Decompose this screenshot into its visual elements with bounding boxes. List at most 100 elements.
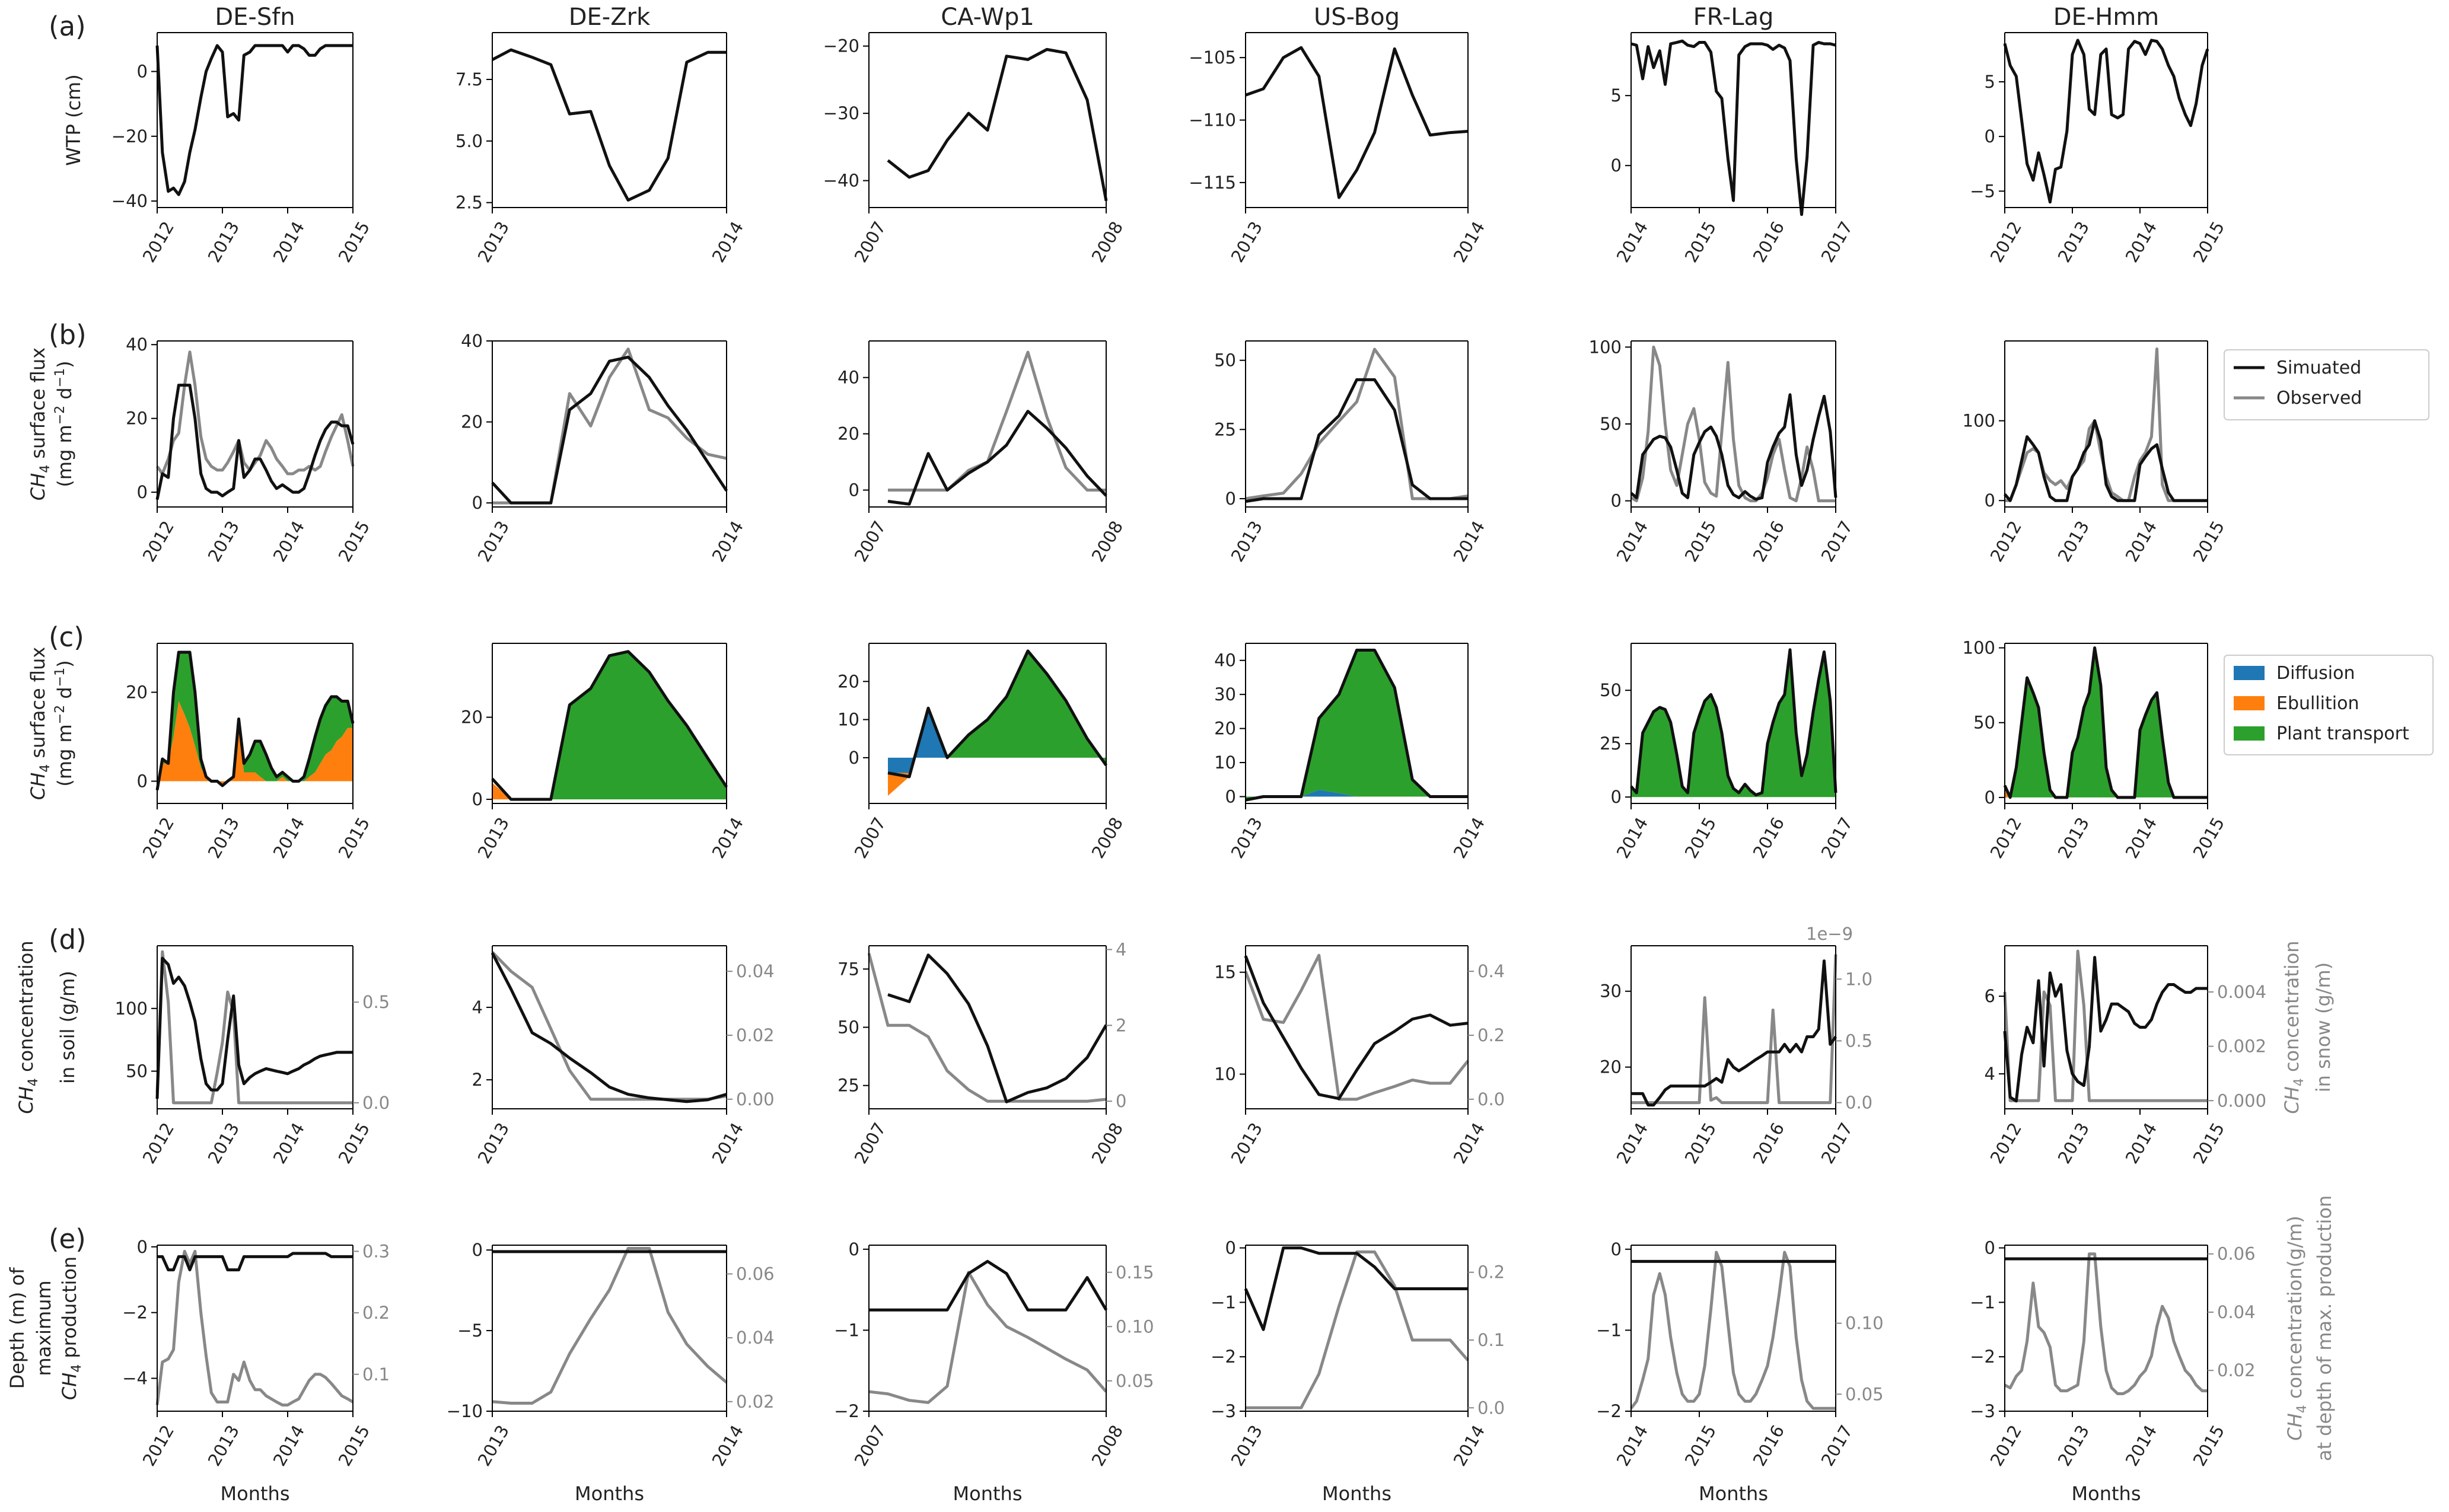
- y-tick-label: 20: [1214, 719, 1236, 739]
- total-flux-line: [887, 649, 1108, 779]
- right-y-tick-label: 0.5: [362, 992, 390, 1012]
- simulated-series-line: [1245, 46, 1469, 199]
- x-tick-label: 2016: [1749, 1422, 1788, 1470]
- observed-series-line: [155, 950, 353, 1105]
- y-tick-label: −110: [1189, 110, 1236, 130]
- panel-a-CA-Wp1: [863, 32, 1108, 213]
- x-tick-label: 2013: [1227, 1119, 1266, 1168]
- x-tick-label: 2014: [1613, 218, 1652, 266]
- right-y-tick-label: 0.2: [362, 1303, 390, 1323]
- x-tick-label: 2007: [851, 1422, 890, 1470]
- right-y-tick-label: 0.2: [1477, 1025, 1505, 1045]
- simulated-series-line: [887, 410, 1107, 506]
- y-axis-label: WTP (cm): [62, 74, 85, 165]
- total-flux-line: [2003, 646, 2208, 799]
- x-tick-label: 2013: [204, 1422, 243, 1470]
- simulated-series-line: [869, 1259, 1108, 1312]
- observed-series-line: [1245, 347, 1469, 500]
- right-y-tick-label: 0.15: [1116, 1262, 1154, 1283]
- row-label: (d): [49, 924, 87, 955]
- simulated-series-line: [2003, 956, 2208, 1103]
- total-flux-line: [1630, 648, 1837, 797]
- observed-series-line: [868, 1271, 1107, 1404]
- simulated-series-line: [1631, 959, 1837, 1107]
- site-title: DE-Hmm: [2053, 4, 2160, 31]
- y-tick-label: −30: [823, 103, 859, 123]
- total-flux-line: [1245, 648, 1468, 802]
- simulated-series-line: [887, 47, 1108, 202]
- y-tick-label: 20: [837, 424, 859, 444]
- x-tick-label: 2014: [708, 1422, 747, 1470]
- simulated-series-line: [2003, 39, 2209, 204]
- simulated-series-line: [2004, 419, 2208, 502]
- simulated-series-line: [1244, 1246, 1468, 1331]
- x-axis-label: Months: [575, 1482, 644, 1505]
- x-tick-label: 2015: [1681, 518, 1720, 566]
- y-tick-label: 0: [849, 480, 859, 500]
- x-tick-label: 2007: [851, 1119, 890, 1168]
- right-y-axis-label: at depth of max. production: [2313, 1195, 2336, 1462]
- y-axis-label: (mg m−2​ d−1​): [53, 361, 76, 487]
- y-tick-label: −115: [1189, 173, 1236, 193]
- panel-a-DE-Sfn: [151, 32, 354, 213]
- panel-a-FR-Lag: [1625, 32, 1836, 216]
- simulated-series-line: [155, 44, 353, 196]
- observed-series-line: [1631, 954, 1837, 1105]
- simulated-series-line: [1630, 393, 1837, 501]
- x-tick-label: 2016: [1749, 1119, 1788, 1168]
- x-tick-label: 2013: [474, 814, 513, 862]
- y-tick-label: 20: [126, 682, 148, 703]
- y-axis-label: CH4​ concentration: [15, 940, 41, 1114]
- x-tick-label: 2015: [2189, 814, 2228, 862]
- y-tick-label: 2.5: [456, 193, 483, 213]
- y-tick-label: 100: [115, 999, 148, 1019]
- y-tick-label: 75: [837, 959, 859, 979]
- x-tick-label: 2014: [1613, 1119, 1652, 1168]
- x-tick-label: 2013: [2054, 518, 2093, 566]
- y-tick-label: 100: [1963, 638, 1995, 658]
- x-tick-label: 2014: [708, 218, 747, 266]
- y-tick-label: 50: [1600, 680, 1622, 700]
- right-y-tick-label: 2: [1116, 1015, 1126, 1035]
- right-y-tick-label: 0.06: [736, 1264, 775, 1284]
- right-y-tick-label: 4: [1116, 939, 1126, 959]
- x-tick-label: 2012: [1986, 218, 2026, 266]
- x-tick-label: 2014: [1613, 1422, 1652, 1470]
- simulated-series-line: [155, 384, 355, 500]
- legend-c: [2224, 655, 2434, 755]
- x-tick-label: 2008: [1088, 518, 1127, 566]
- y-tick-label: −5: [1970, 181, 1995, 201]
- y-tick-label: 0: [137, 771, 148, 792]
- y-tick-label: 0: [1611, 155, 1622, 176]
- x-tick-label: 2015: [335, 218, 374, 266]
- site-title: FR-Lag: [1693, 4, 1774, 31]
- x-tick-label: 2015: [2189, 518, 2228, 566]
- site-title: US-Bog: [1314, 4, 1400, 31]
- y-tick-label: 20: [1600, 1057, 1622, 1077]
- x-tick-label: 2013: [2054, 218, 2093, 266]
- simulated-series-line: [491, 48, 727, 202]
- x-axis-label: Months: [1699, 1482, 1768, 1505]
- right-y-tick-label: 0.04: [736, 1328, 775, 1348]
- y-tick-label: 0: [1225, 489, 1236, 509]
- x-tick-label: 2014: [2122, 518, 2161, 566]
- x-tick-label: 2014: [1613, 518, 1652, 566]
- x-tick-label: 2014: [1450, 1422, 1489, 1470]
- x-tick-label: 2014: [269, 1119, 308, 1168]
- x-tick-label: 2014: [269, 1422, 308, 1470]
- x-tick-label: 2013: [204, 814, 243, 862]
- y-tick-label: 20: [126, 409, 148, 429]
- x-tick-label: 2015: [335, 1119, 374, 1168]
- x-tick-label: 2016: [1749, 814, 1788, 862]
- y-tick-label: 0: [137, 62, 148, 82]
- y-tick-label: 0: [1225, 787, 1236, 807]
- x-tick-label: 2012: [139, 1119, 178, 1168]
- right-y-tick-label: 0: [1116, 1091, 1126, 1111]
- legend-label: Ebullition: [2276, 693, 2359, 714]
- y-tick-label: 0: [849, 748, 859, 768]
- legend-label: Plant transport: [2276, 723, 2409, 744]
- y-tick-label: 40: [1214, 650, 1236, 671]
- right-y-tick-label: 0.02: [736, 1025, 775, 1045]
- x-tick-label: 2014: [2122, 218, 2161, 266]
- x-tick-label: 2014: [1450, 218, 1489, 266]
